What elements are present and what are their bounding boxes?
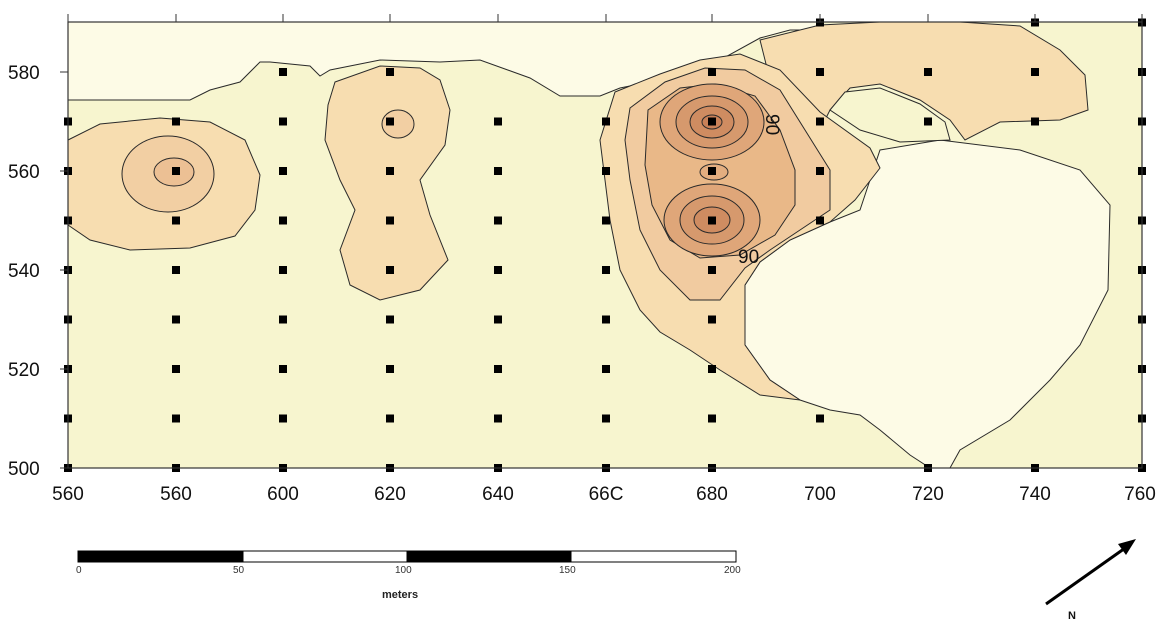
sample-point: [386, 216, 394, 225]
sample-point: [279, 365, 287, 373]
scale-segment-1: [242, 550, 408, 563]
contour-label-90: 90: [738, 247, 759, 268]
scale-tick-label: 150: [559, 565, 576, 576]
sample-point: [494, 365, 502, 373]
sample-point: [279, 167, 287, 175]
sample-point: [172, 365, 180, 373]
sample-point: [386, 68, 394, 76]
sample-point: [602, 216, 610, 225]
sample-point: [494, 315, 502, 324]
contour-label-90-rotated: 90: [761, 114, 782, 135]
y-tick-label: 520: [8, 360, 40, 381]
x-axis: 560 560 600 620 640 66С 680 700 720 740 …: [52, 484, 1156, 505]
x-tick-label: 620: [374, 484, 406, 505]
sample-point: [924, 68, 932, 76]
contour-region-top-right-inner: [829, 87, 951, 143]
scale-tick-label: 100: [395, 565, 412, 576]
top-ticks: [67, 14, 1143, 22]
sample-point: [708, 68, 716, 76]
sample-point: [708, 414, 716, 423]
sample-point: [494, 414, 502, 423]
sample-point: [386, 315, 394, 324]
scale-tick-label: 0: [76, 565, 82, 576]
scale-unit-label: meters: [382, 589, 418, 601]
sample-point: [279, 414, 287, 423]
x-tick-label: 720: [912, 484, 944, 505]
sample-point: [386, 266, 394, 274]
sample-point: [172, 266, 180, 274]
scale-segment-2: [406, 550, 572, 563]
x-tick-label: 740: [1019, 484, 1051, 505]
x-tick-label: 66С: [589, 484, 624, 505]
map-frame: [67, 21, 1143, 469]
x-tick-label: 760: [1124, 484, 1156, 505]
sample-point: [494, 167, 502, 175]
y-axis: 500 520 540 560 580: [8, 63, 68, 480]
sample-point: [602, 365, 610, 373]
sample-point: [602, 117, 610, 126]
x-tick-label: 560: [160, 484, 192, 505]
sample-point: [602, 315, 610, 324]
sample-point: [816, 414, 824, 423]
sample-point: [816, 117, 824, 126]
sample-point: [602, 266, 610, 274]
x-tick-label: 600: [267, 484, 299, 505]
sample-point: [386, 167, 394, 175]
scale-bar: 0 50 100 150 200 meters: [76, 550, 741, 601]
sample-point: [602, 167, 610, 175]
y-tick-label: 540: [8, 261, 40, 282]
y-tick-label: 580: [8, 63, 40, 84]
sample-point: [172, 216, 180, 225]
sample-point: [279, 117, 287, 126]
y-tick-label: 560: [8, 162, 40, 183]
contour-region-top-low: [67, 21, 821, 101]
x-tick-label: 560: [52, 484, 84, 505]
x-tick-label: 680: [696, 484, 728, 505]
sample-point: [172, 167, 180, 175]
sample-point: [816, 216, 824, 225]
sample-point: [172, 117, 180, 126]
sample-point: [386, 414, 394, 423]
sample-point: [602, 414, 610, 423]
sample-point: [924, 117, 932, 126]
sample-point: [1031, 117, 1039, 126]
sample-point: [708, 315, 716, 324]
scale-tick-label: 200: [724, 565, 741, 576]
sample-point: [172, 315, 180, 324]
sample-point: [708, 216, 716, 225]
scale-tick-label: 50: [233, 565, 245, 576]
sample-point: [708, 117, 716, 126]
scale-segment-0: [77, 550, 244, 563]
sample-point: [816, 68, 824, 76]
sample-point: [279, 315, 287, 324]
scale-segment-3: [570, 550, 737, 563]
contour-region-blank-right: [744, 139, 1111, 469]
sample-point: [494, 216, 502, 225]
contour-region-center-left: [324, 65, 451, 301]
sample-point: [816, 167, 824, 175]
sample-point: [172, 414, 180, 423]
sample-point: [708, 365, 716, 373]
sample-point: [279, 266, 287, 274]
sample-point: [494, 117, 502, 126]
contour-center-left-core: [381, 109, 415, 139]
sample-point: [1031, 68, 1039, 76]
x-tick-label: 640: [482, 484, 514, 505]
north-label: N: [1068, 610, 1076, 622]
sample-point: [279, 216, 287, 225]
sample-point: [494, 266, 502, 274]
sample-point: [708, 266, 716, 274]
north-arrow-icon: N: [1045, 539, 1136, 622]
sample-point: [386, 365, 394, 373]
sample-point: [386, 117, 394, 126]
x-tick-label: 700: [804, 484, 836, 505]
y-tick-label: 500: [8, 459, 40, 480]
sample-point: [279, 68, 287, 76]
sample-point: [708, 167, 716, 175]
